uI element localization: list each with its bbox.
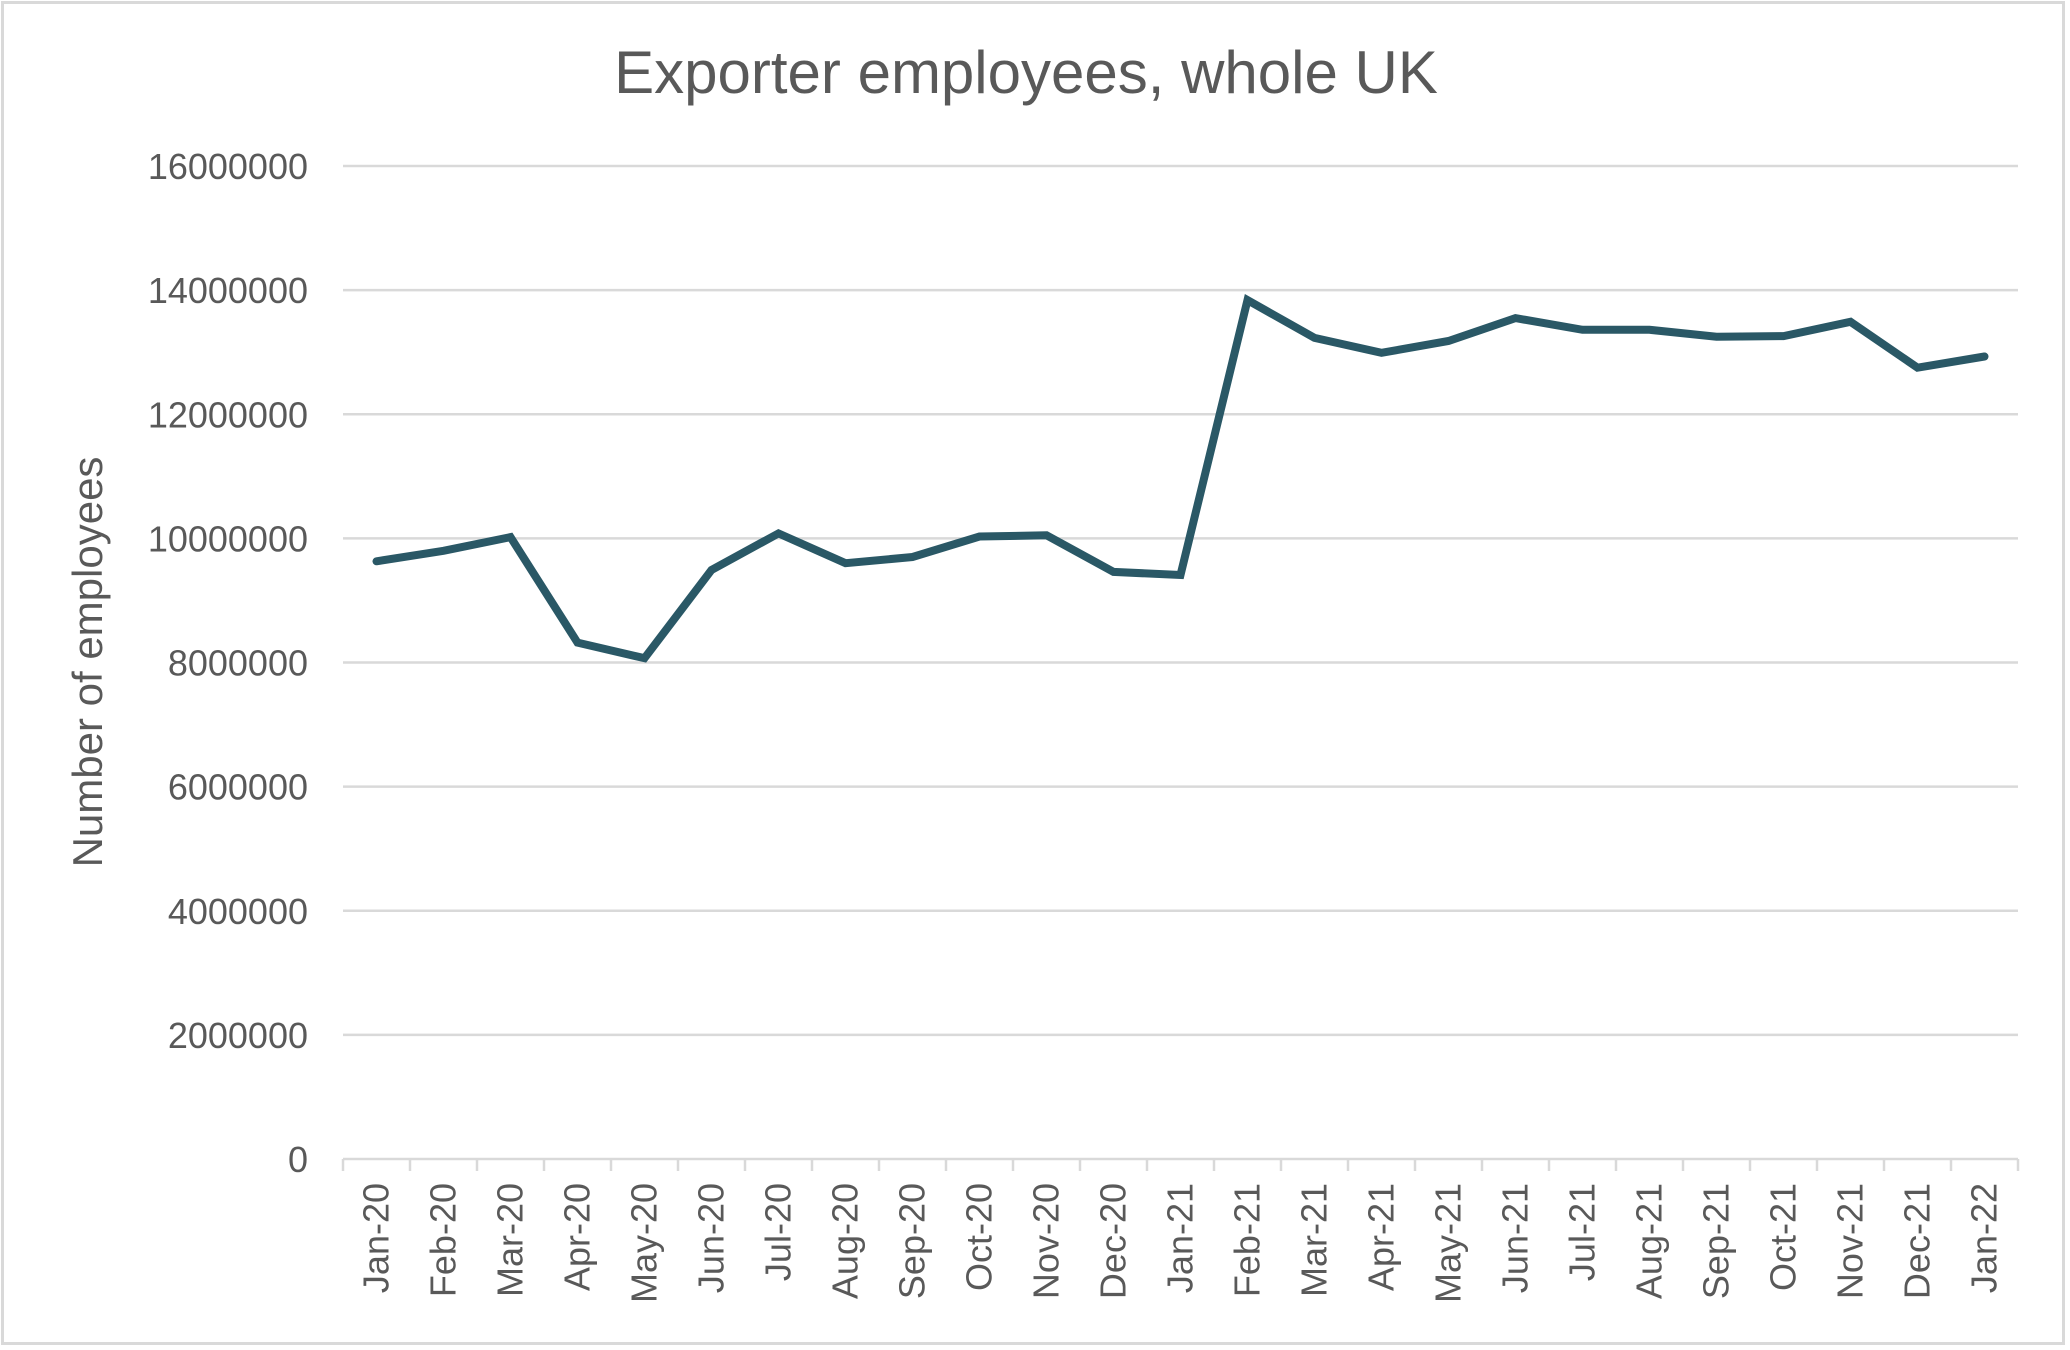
y-tick-label: 6000000 [168,767,308,808]
y-tick-label: 14000000 [148,270,308,311]
x-tick-label: May-20 [624,1183,665,1303]
x-tick-label: Apr-21 [1361,1183,1402,1291]
y-tick-label: 0 [288,1139,308,1180]
x-tick-label: Jan-20 [356,1183,397,1293]
x-tick-label: Jul-20 [758,1183,799,1281]
x-axis-tick-labels: Jan-20 Feb-20 Mar-20 Apr-20 May-20 Jun-20 Jul-… [356,1183,2005,1303]
x-tick-label: Oct-21 [1763,1183,1804,1291]
x-tick-label: Jan-21 [1160,1183,1201,1293]
x-tick-label: May-21 [1428,1183,1469,1303]
x-tick-label: Nov-20 [1026,1183,1067,1299]
y-tick-label: 2000000 [168,1015,308,1056]
y-tick-label: 12000000 [148,394,308,435]
x-tick-label: Sep-20 [892,1183,933,1299]
x-tick-label: Feb-21 [1227,1183,1268,1297]
x-tick-label: Nov-21 [1830,1183,1871,1299]
y-axis-ticks: 0 2000000 4000000 6000000 8000000 10000000 120… [148,146,308,1180]
x-tick-label: Apr-20 [557,1183,598,1291]
x-tick-label: Feb-20 [423,1183,464,1297]
x-tick-label: Dec-20 [1093,1183,1134,1299]
chart-title-text: Exporter employees, whole UK [614,39,1438,106]
x-tick-label: Dec-21 [1897,1183,1938,1299]
x-tick-label: Sep-21 [1696,1183,1737,1299]
x-tick-label: Jun-21 [1495,1183,1536,1293]
x-tick-label: Aug-20 [825,1183,866,1299]
series-line-exporter-employees [372,294,1989,663]
y-tick-label: 10000000 [148,518,308,559]
x-tick-label: Mar-20 [490,1183,531,1297]
x-tick-label: Jun-20 [691,1183,732,1293]
x-tick-label: Oct-20 [959,1183,1000,1291]
x-axis [341,1157,2020,1171]
y-tick-label: 4000000 [168,891,308,932]
y-tick-label: 8000000 [168,643,308,684]
gridlines [343,164,2018,1037]
chart-title: Exporter employees, whole UK [0,38,2070,107]
x-tick-label: Jul-21 [1562,1183,1603,1281]
x-tick-label: Aug-21 [1629,1183,1670,1299]
x-tick-label: Mar-21 [1294,1183,1335,1297]
y-tick-label: 16000000 [148,146,308,187]
x-tick-label: Jan-22 [1964,1183,2005,1293]
